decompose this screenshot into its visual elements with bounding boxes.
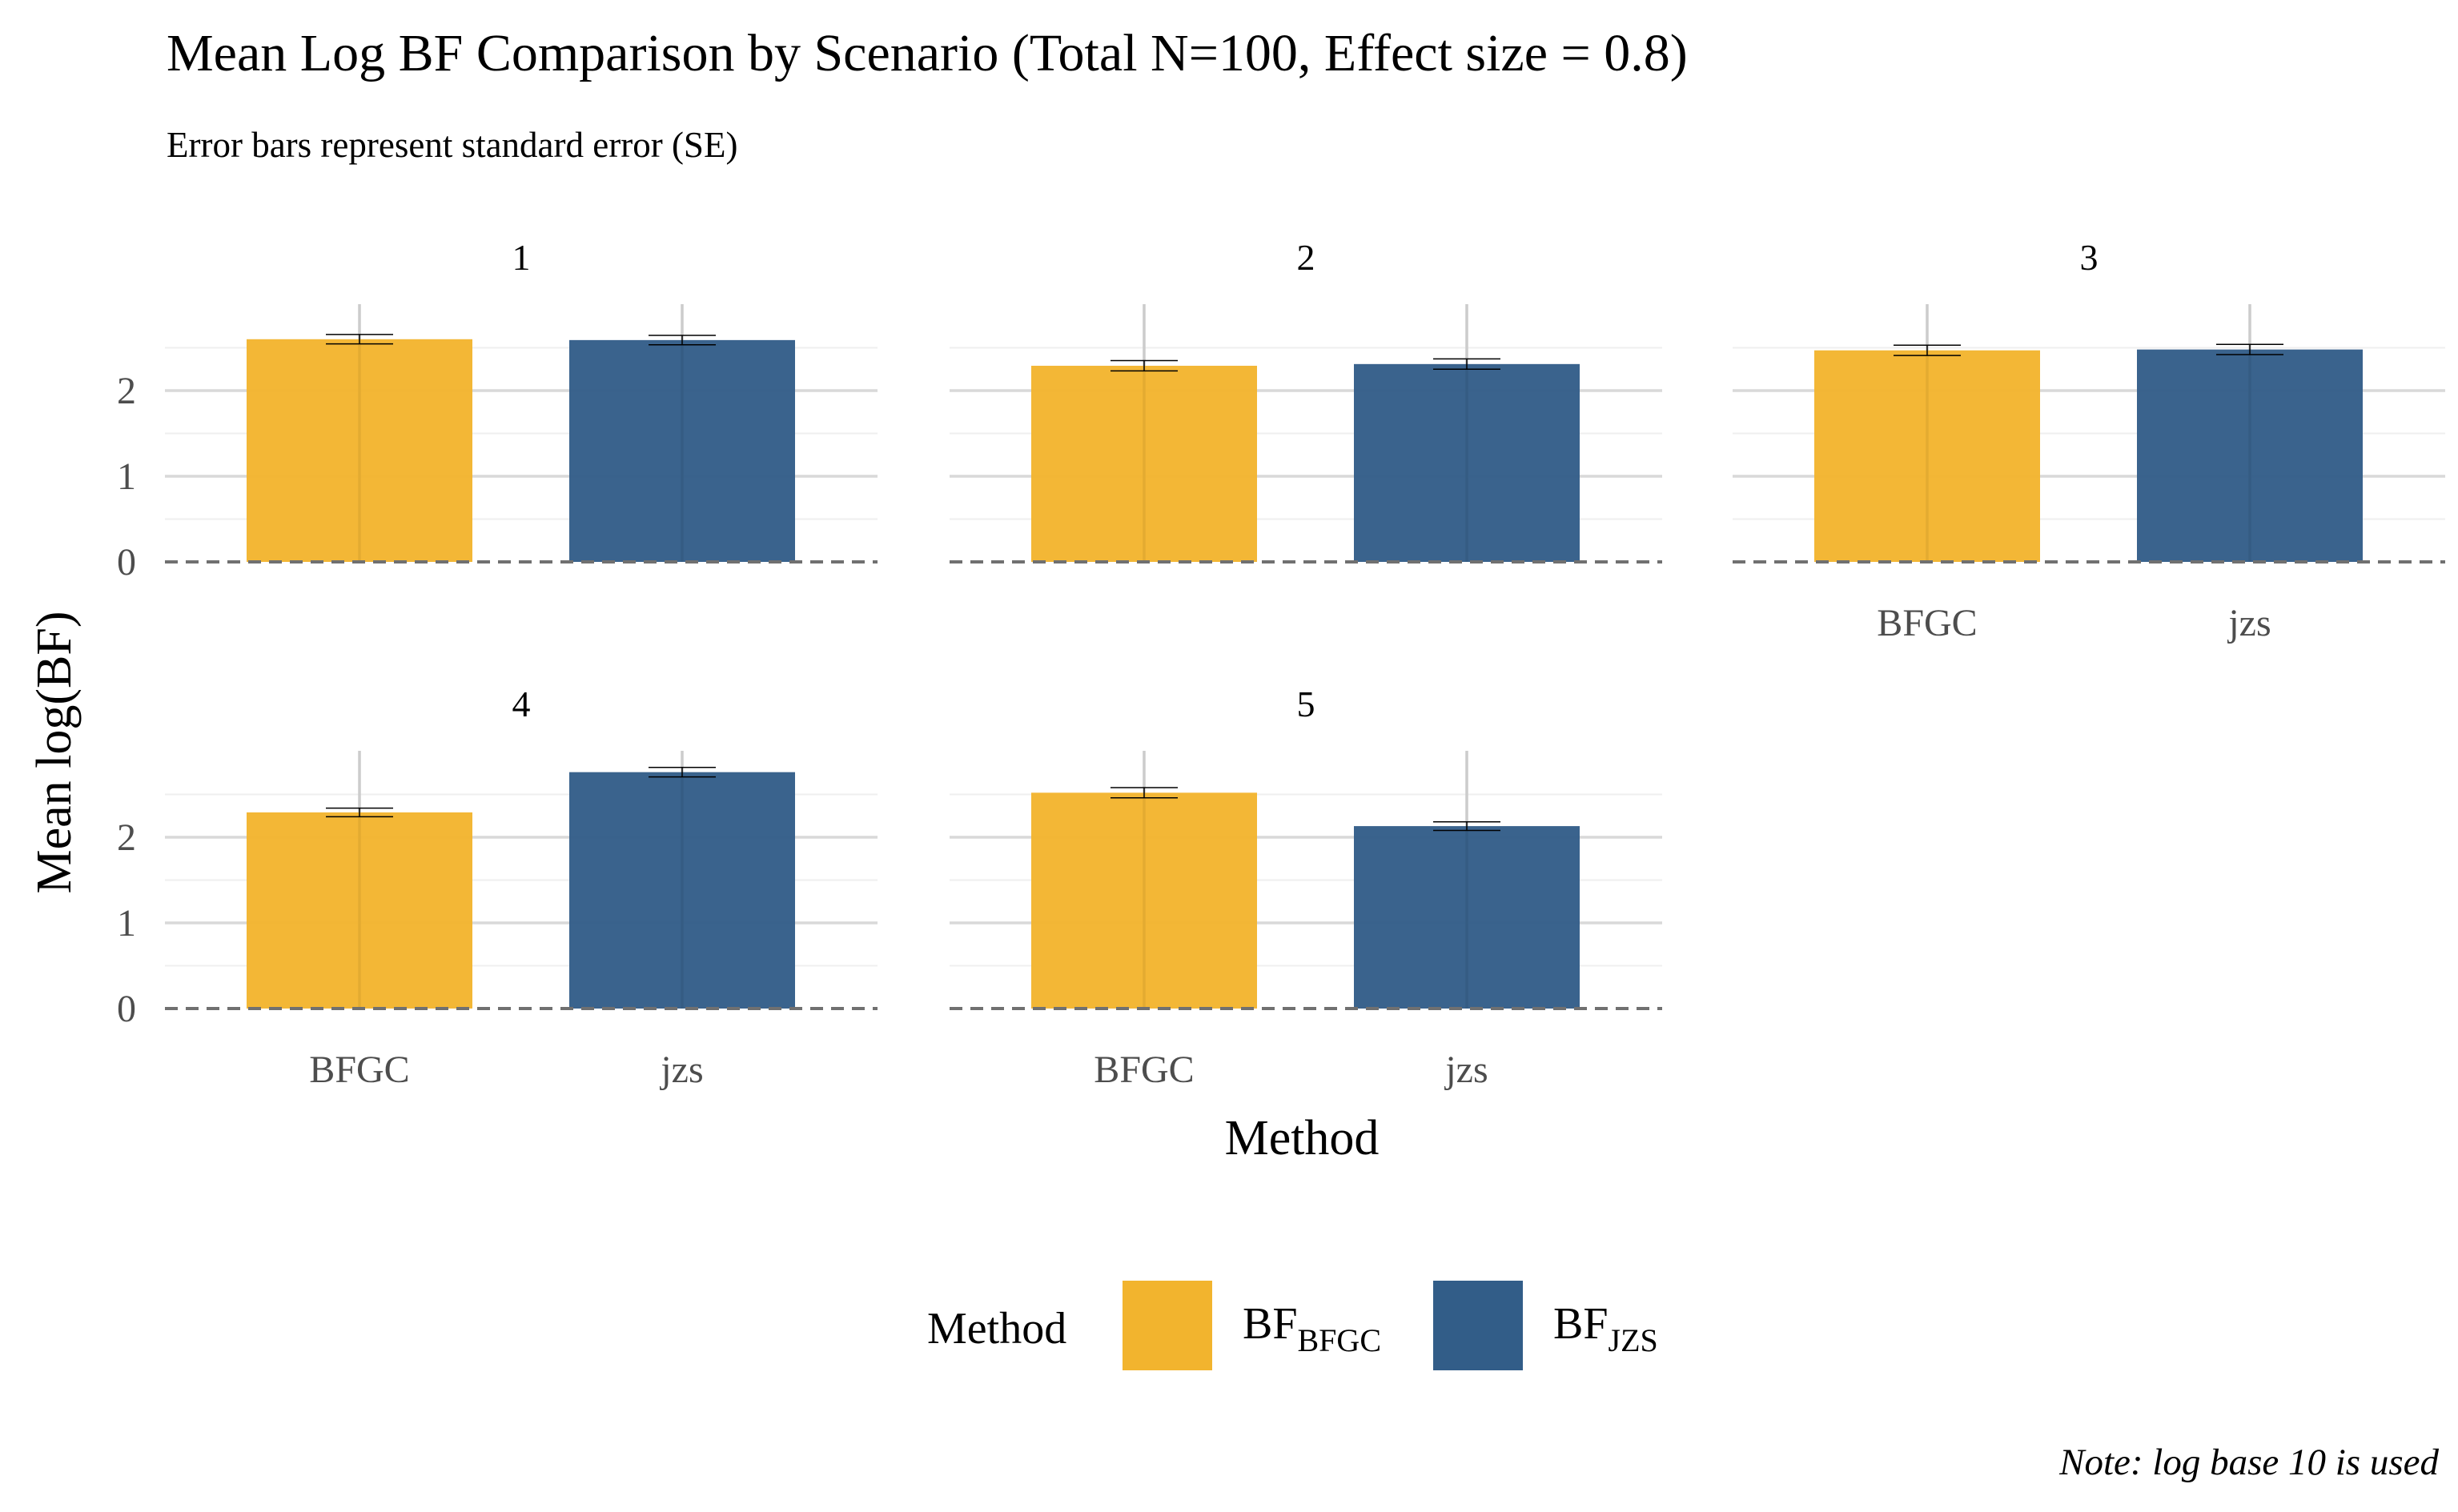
chart-subtitle: Error bars represent standard error (SE) — [167, 125, 737, 165]
bar-jzs — [569, 339, 795, 562]
x-tick-label: jzs — [659, 1049, 703, 1091]
panel-strip-label: 3 — [2080, 237, 2099, 278]
bar-jzs — [569, 772, 795, 1009]
y-tick-label: 1 — [117, 902, 136, 944]
bar-bfgc — [1814, 350, 2040, 562]
y-axis-label: Mean log(BF) — [27, 611, 82, 893]
error-bar — [1111, 787, 1178, 799]
legend-label-bfgc: BFBFGC — [1243, 1299, 1381, 1358]
bar-jzs — [1354, 363, 1580, 562]
y-tick-label: 0 — [117, 988, 136, 1030]
bar-bfgc — [1031, 365, 1257, 562]
bar-bfgc — [247, 339, 472, 562]
bar-bfgc — [247, 812, 472, 1009]
y-tick-label: 2 — [117, 816, 136, 859]
panel-strip-label: 1 — [512, 237, 531, 278]
bar-jzs — [1354, 826, 1580, 1009]
panel-strip-label: 4 — [512, 684, 531, 724]
error-bar — [326, 334, 393, 345]
chart-title: Mean Log BF Comparison by Scenario (Tota… — [167, 24, 1688, 82]
error-bar — [1111, 359, 1178, 372]
error-bar — [2216, 343, 2283, 355]
x-tick-label: BFGC — [1877, 602, 1977, 644]
panel-1: 1 0 1 2 — [117, 237, 878, 584]
x-tick-label: jzs — [1444, 1049, 1488, 1091]
legend-label-bfgc-base: BF — [1243, 1299, 1298, 1349]
legend-label-bfgc-sub: BFGC — [1298, 1322, 1382, 1358]
legend-label-jzs-base: BF — [1553, 1299, 1609, 1349]
error-bar — [649, 767, 716, 778]
error-bar — [1433, 820, 1500, 832]
x-tick-label: jzs — [2227, 602, 2271, 644]
error-bar — [1894, 344, 1961, 356]
x-tick-label: BFGC — [309, 1049, 409, 1091]
legend-swatch-jzs — [1433, 1281, 1523, 1370]
y-tick-label: 1 — [117, 455, 136, 498]
panels: 1 0 1 2 2 3 BFGC jzs 4 0 1 2 BFGC jzs 5 BFGC jzs — [117, 237, 2445, 1091]
panel-strip-label: 5 — [1297, 684, 1315, 724]
error-bar — [326, 807, 393, 818]
legend: Method BFBFGC BFJZS — [927, 1281, 1658, 1370]
chart-caption: Note: log base 10 is used — [2058, 1442, 2439, 1483]
y-tick-label: 0 — [117, 541, 136, 584]
x-tick-label: BFGC — [1094, 1049, 1194, 1091]
x-axis-label: Method — [1225, 1111, 1380, 1165]
legend-swatch-bfgc — [1123, 1281, 1212, 1370]
error-bar — [1433, 358, 1500, 370]
y-tick-label: 2 — [117, 370, 136, 412]
legend-label-jzs-sub: JZS — [1609, 1322, 1658, 1358]
legend-title: Method — [927, 1304, 1066, 1354]
legend-label-jzs: BFJZS — [1553, 1299, 1658, 1358]
bar-jzs — [2137, 349, 2363, 562]
panel-4: 4 0 1 2 BFGC jzs — [117, 684, 878, 1091]
panel-2: 2 — [950, 237, 1662, 563]
panel-strip-label: 2 — [1297, 237, 1315, 278]
panel-3: 3 BFGC jzs — [1733, 237, 2445, 644]
bar-bfgc — [1031, 792, 1257, 1009]
panel-5: 5 BFGC jzs — [950, 684, 1662, 1091]
error-bar — [649, 335, 716, 346]
